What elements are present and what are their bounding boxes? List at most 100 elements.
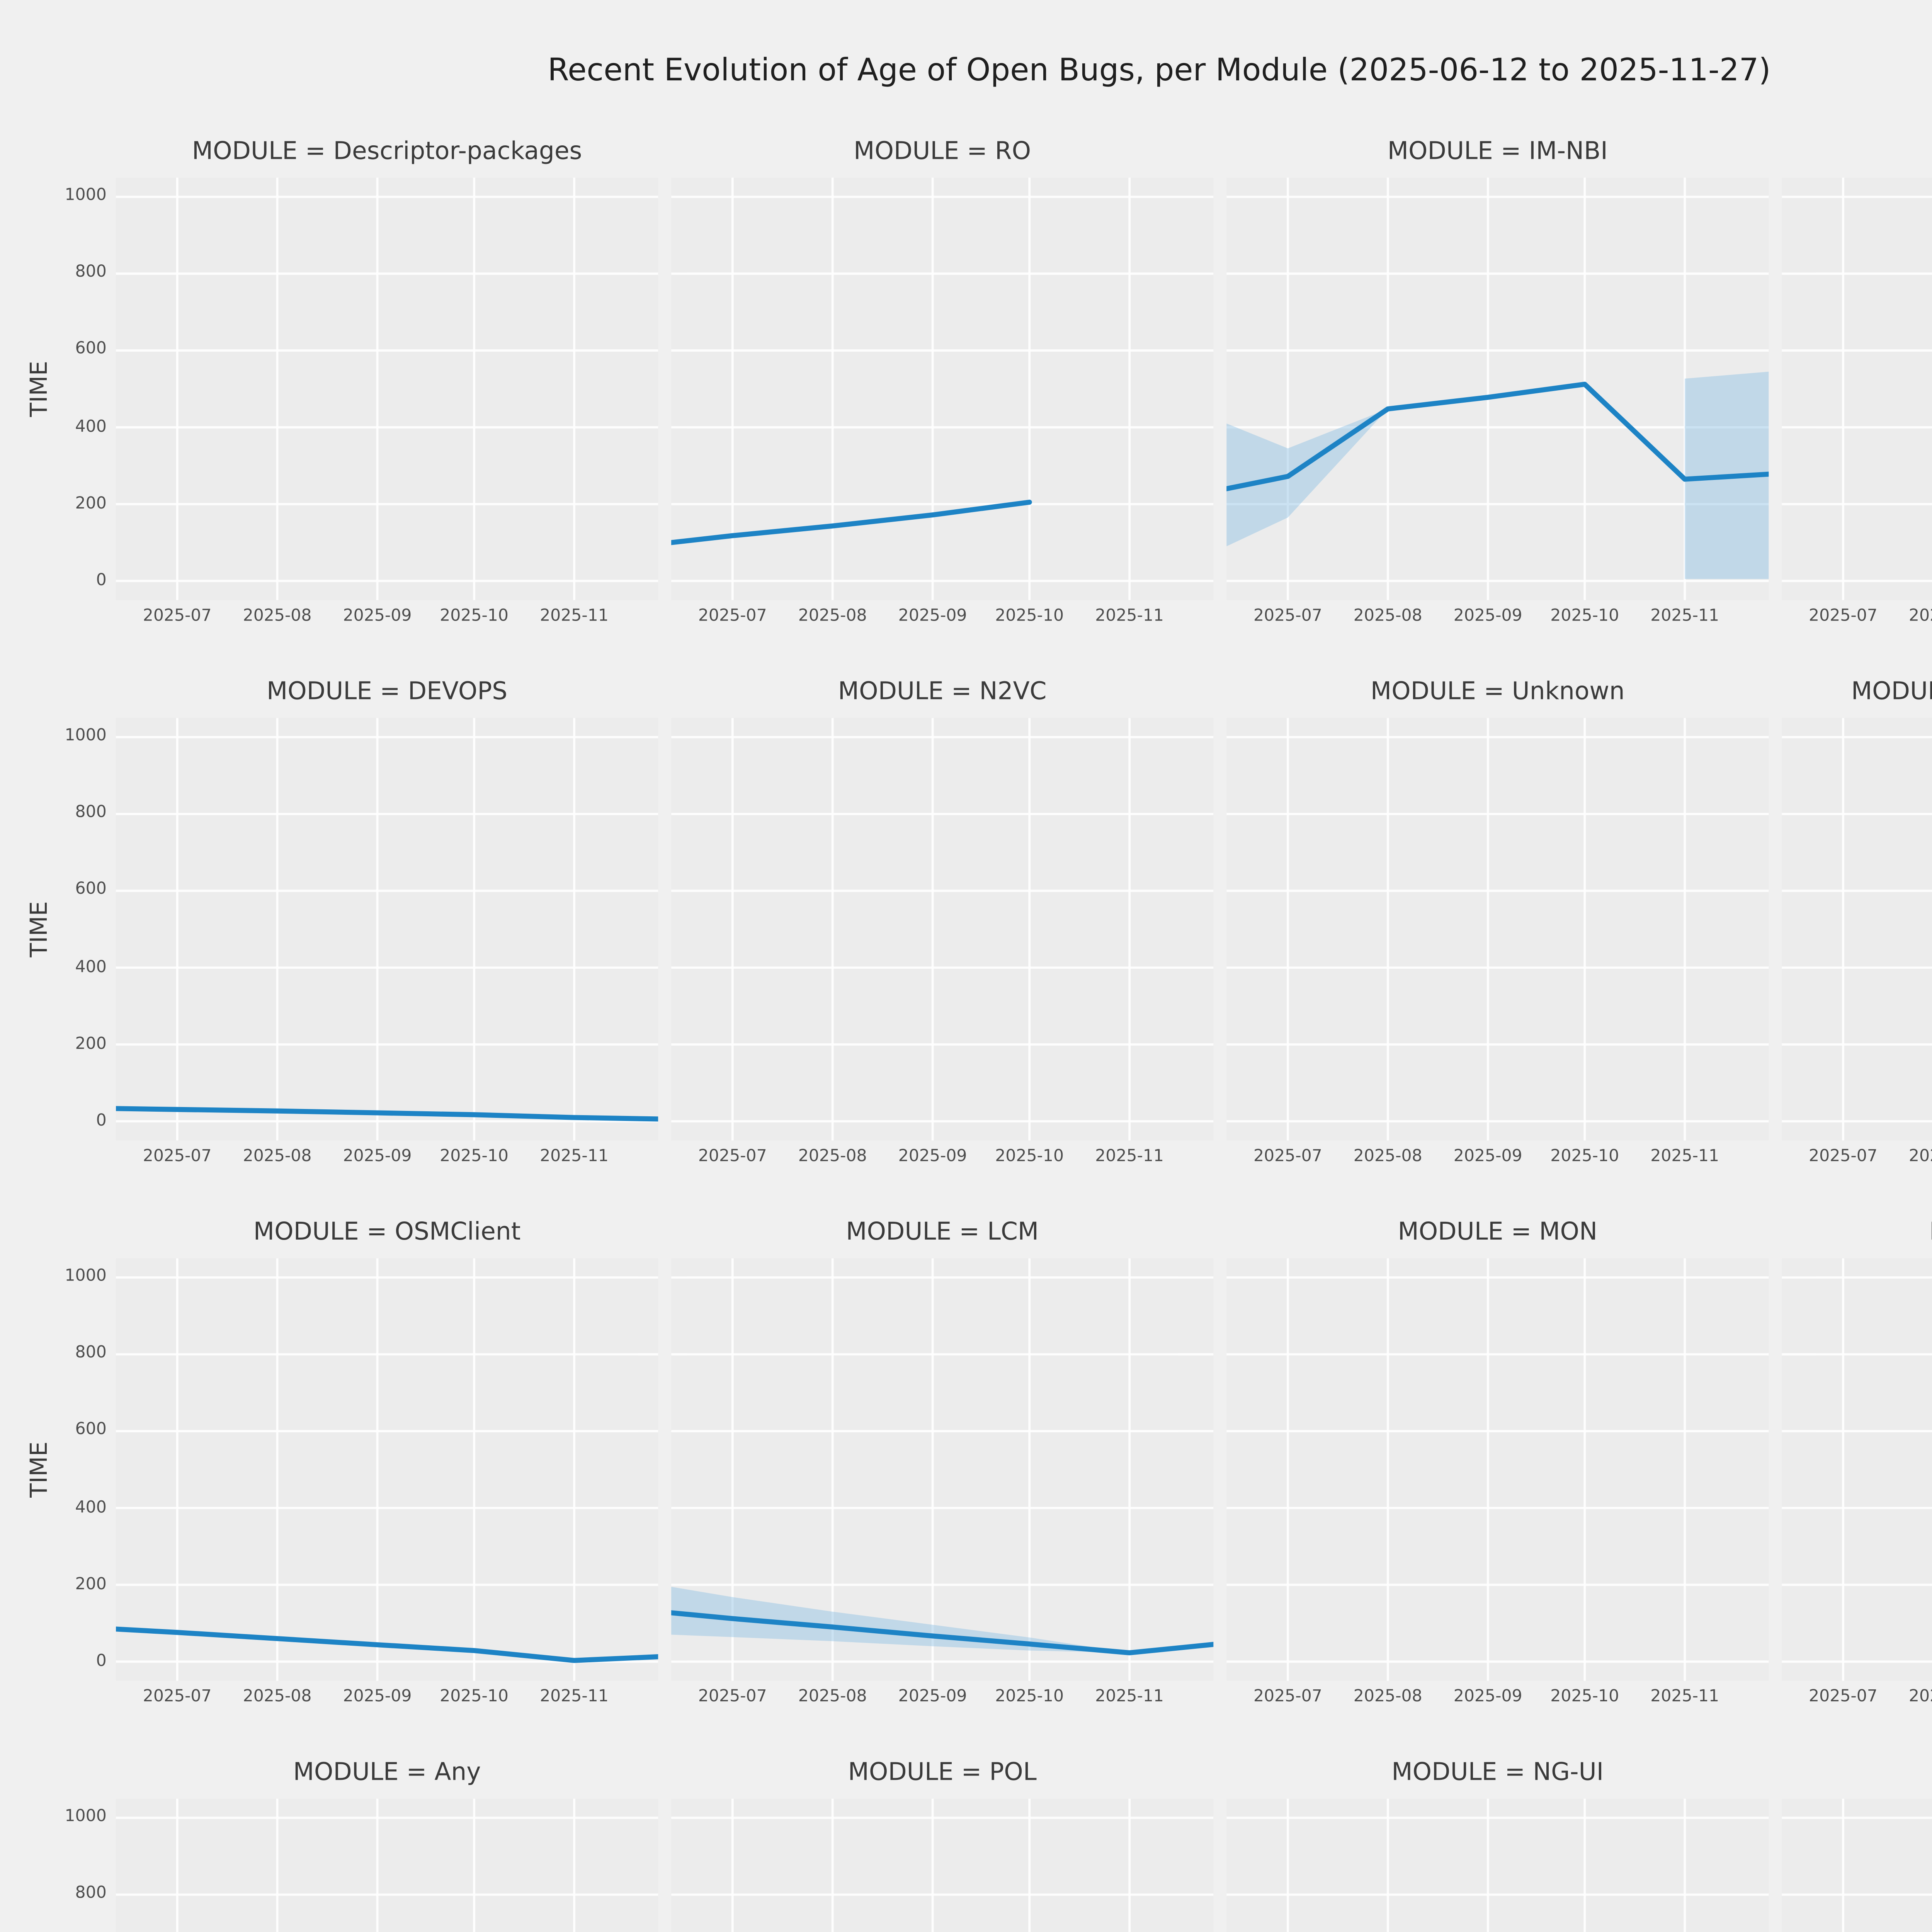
x-tick-label: 2025-08: [1353, 1148, 1422, 1167]
plot-svg-unknown: [1226, 718, 1769, 1141]
y-tick-label: 800: [75, 264, 107, 283]
x-tick-label: 2025-09: [898, 1688, 967, 1707]
plot-svg-ng-ui: [1226, 1798, 1769, 1932]
y-tick-label: 400: [75, 958, 107, 977]
y-tick-label: 1000: [65, 1808, 107, 1827]
y-tick-label: 400: [75, 418, 107, 437]
x-tick-label: 2025-07: [143, 1148, 212, 1167]
x-tick-label: 2025-11: [540, 1148, 609, 1167]
x-tick-label: 2025-07: [1253, 607, 1322, 626]
y-tick-label: 200: [75, 1035, 107, 1054]
plot-area-devops: 0 200 400 600 800 1000 TIME: [24, 718, 658, 1141]
x-tick-label: 2025-08: [1908, 1148, 1932, 1167]
facet-title-pol: MODULE = POL: [848, 1759, 1037, 1787]
plot-area-ro: [671, 177, 1214, 600]
x-tick-label: 2025-07: [698, 1148, 767, 1167]
facet-osmclient: MODULE = OSMClient 0 200 400 600 800 1000 TIME 2…: [24, 1217, 658, 1709]
x-tick-label: 2025-09: [1453, 607, 1522, 626]
facet-title-common: MODULE = common: [1782, 1217, 1932, 1258]
x-tick-label: 2025-09: [343, 1148, 412, 1167]
plot-svg-documentation-wiki: [1782, 718, 1932, 1141]
facet-title-other: MODULE = Other: [1782, 136, 1932, 177]
facet-title-descriptor-packages: MODULE = Descriptor-packages: [192, 138, 582, 167]
plot-area-osmclient: 0 200 400 600 800 1000 TIME: [24, 1258, 658, 1681]
x-tick-label: 2025-11: [1650, 1688, 1719, 1707]
facet-title-im-nbi: MODULE = IM-NBI: [1387, 138, 1608, 167]
x-tick-label: 2025-10: [995, 607, 1064, 626]
plot-area-pla: [1782, 1798, 1932, 1932]
x-tick-label: 2025-08: [243, 1688, 312, 1707]
line-series-lcm: [671, 1610, 1214, 1655]
line-series-devops: [116, 1106, 658, 1122]
plot-svg-im-nbi: [1226, 177, 1769, 600]
facet-pol: MODULE = POL2025-072025-082025-092025-10…: [671, 1757, 1214, 1932]
facet-mon: MODULE = MON 2025-07 2025-08 2025-09 2025-10…: [1226, 1217, 1769, 1709]
facet-title-ng-ui: MODULE = NG-UI: [1391, 1759, 1604, 1787]
plot-svg-devops: [116, 718, 658, 1141]
x-tick-label: 2025-11: [1095, 607, 1164, 626]
facet-devops: MODULE = DEVOPS 0 200 400 600 800 1000 TIME 2025…: [24, 677, 658, 1169]
line-series-osmclient: [116, 1626, 658, 1663]
x-tick-label: 2025-08: [1908, 1688, 1932, 1707]
facet-title-documentation-wiki: MODULE = Documentation / Wiki: [1851, 679, 1932, 707]
plot-svg-ro: [671, 177, 1214, 600]
x-tick-label: 2025-11: [540, 1688, 609, 1707]
x-tick-label: 2025-08: [1353, 607, 1422, 626]
y-axis-label: TIME: [24, 901, 53, 957]
x-tick-label: 2025-09: [898, 1148, 967, 1167]
y-tick-label: 1000: [65, 728, 107, 747]
plot-svg-common: [1782, 1258, 1932, 1681]
y-tick-label: 800: [75, 804, 107, 823]
facet-other: MODULE = Other2025-072025-082025-092025-…: [1782, 136, 1932, 628]
y-tick-label: 800: [75, 1885, 107, 1904]
plot-svg-other: [1782, 177, 1932, 600]
x-tick-label: 2025-08: [243, 607, 312, 626]
x-tick-label: 2025-07: [143, 607, 212, 626]
x-tick-label: 2025-07: [1809, 1688, 1878, 1707]
facet-n2vc: MODULE = N2VC 2025-07 2025-08 2025-09 2025-1…: [671, 677, 1214, 1169]
line-series-ro: [671, 500, 1032, 545]
plot-svg-n2vc: [671, 718, 1214, 1141]
x-tick-label: 2025-11: [1650, 607, 1719, 626]
x-tick-label: 2025-10: [995, 1688, 1064, 1707]
y-tick-label: 0: [96, 1652, 107, 1671]
plot-area-documentation-wiki: [1782, 718, 1932, 1141]
plot-area-descriptor-packages: 0 200 400 600 800 1000 TIME: [24, 177, 658, 600]
facet-title-devops: MODULE = DEVOPS: [266, 679, 508, 707]
facet-lcm: MODULE = LCM 2025-07 2025-08 2025-09 2025-10…: [671, 1217, 1214, 1709]
x-tick-label: 2025-10: [1550, 1688, 1619, 1707]
plot-area-ng-ui: [1226, 1798, 1769, 1932]
x-tick-label: 2025-07: [1809, 607, 1878, 626]
plot-area-lcm: [671, 1258, 1214, 1681]
y-tick-label: 600: [75, 1422, 107, 1440]
plot-svg-pla: [1782, 1798, 1932, 1932]
plot-svg-osmclient: [116, 1258, 658, 1681]
x-tick-label: 2025-09: [343, 607, 412, 626]
x-tick-label: 2025-11: [1095, 1148, 1164, 1167]
y-tick-label: 200: [75, 495, 107, 514]
plot-area-mon: [1226, 1258, 1769, 1681]
x-tick-label: 2025-09: [1453, 1148, 1522, 1167]
x-tick-label: 2025-07: [1253, 1148, 1322, 1167]
plot-area-unknown: [1226, 718, 1769, 1141]
plot-area-im-nbi: [1226, 177, 1769, 600]
facet-title-mon: MODULE = MON: [1398, 1219, 1598, 1247]
x-tick-label: 2025-11: [1095, 1688, 1164, 1707]
facet-common: MODULE = common2025-072025-082025-092025…: [1782, 1217, 1932, 1709]
x-tick-label: 2025-07: [698, 607, 767, 626]
plot-area-pol: [671, 1798, 1214, 1932]
plot-svg-descriptor-packages: [116, 177, 658, 600]
facet-any: MODULE = Any02004006008001000TIME2025-07…: [65, 1757, 658, 1932]
x-tick-label: 2025-10: [440, 1148, 509, 1167]
facet-title-pla: MODULE = PLA: [1782, 1757, 1932, 1798]
